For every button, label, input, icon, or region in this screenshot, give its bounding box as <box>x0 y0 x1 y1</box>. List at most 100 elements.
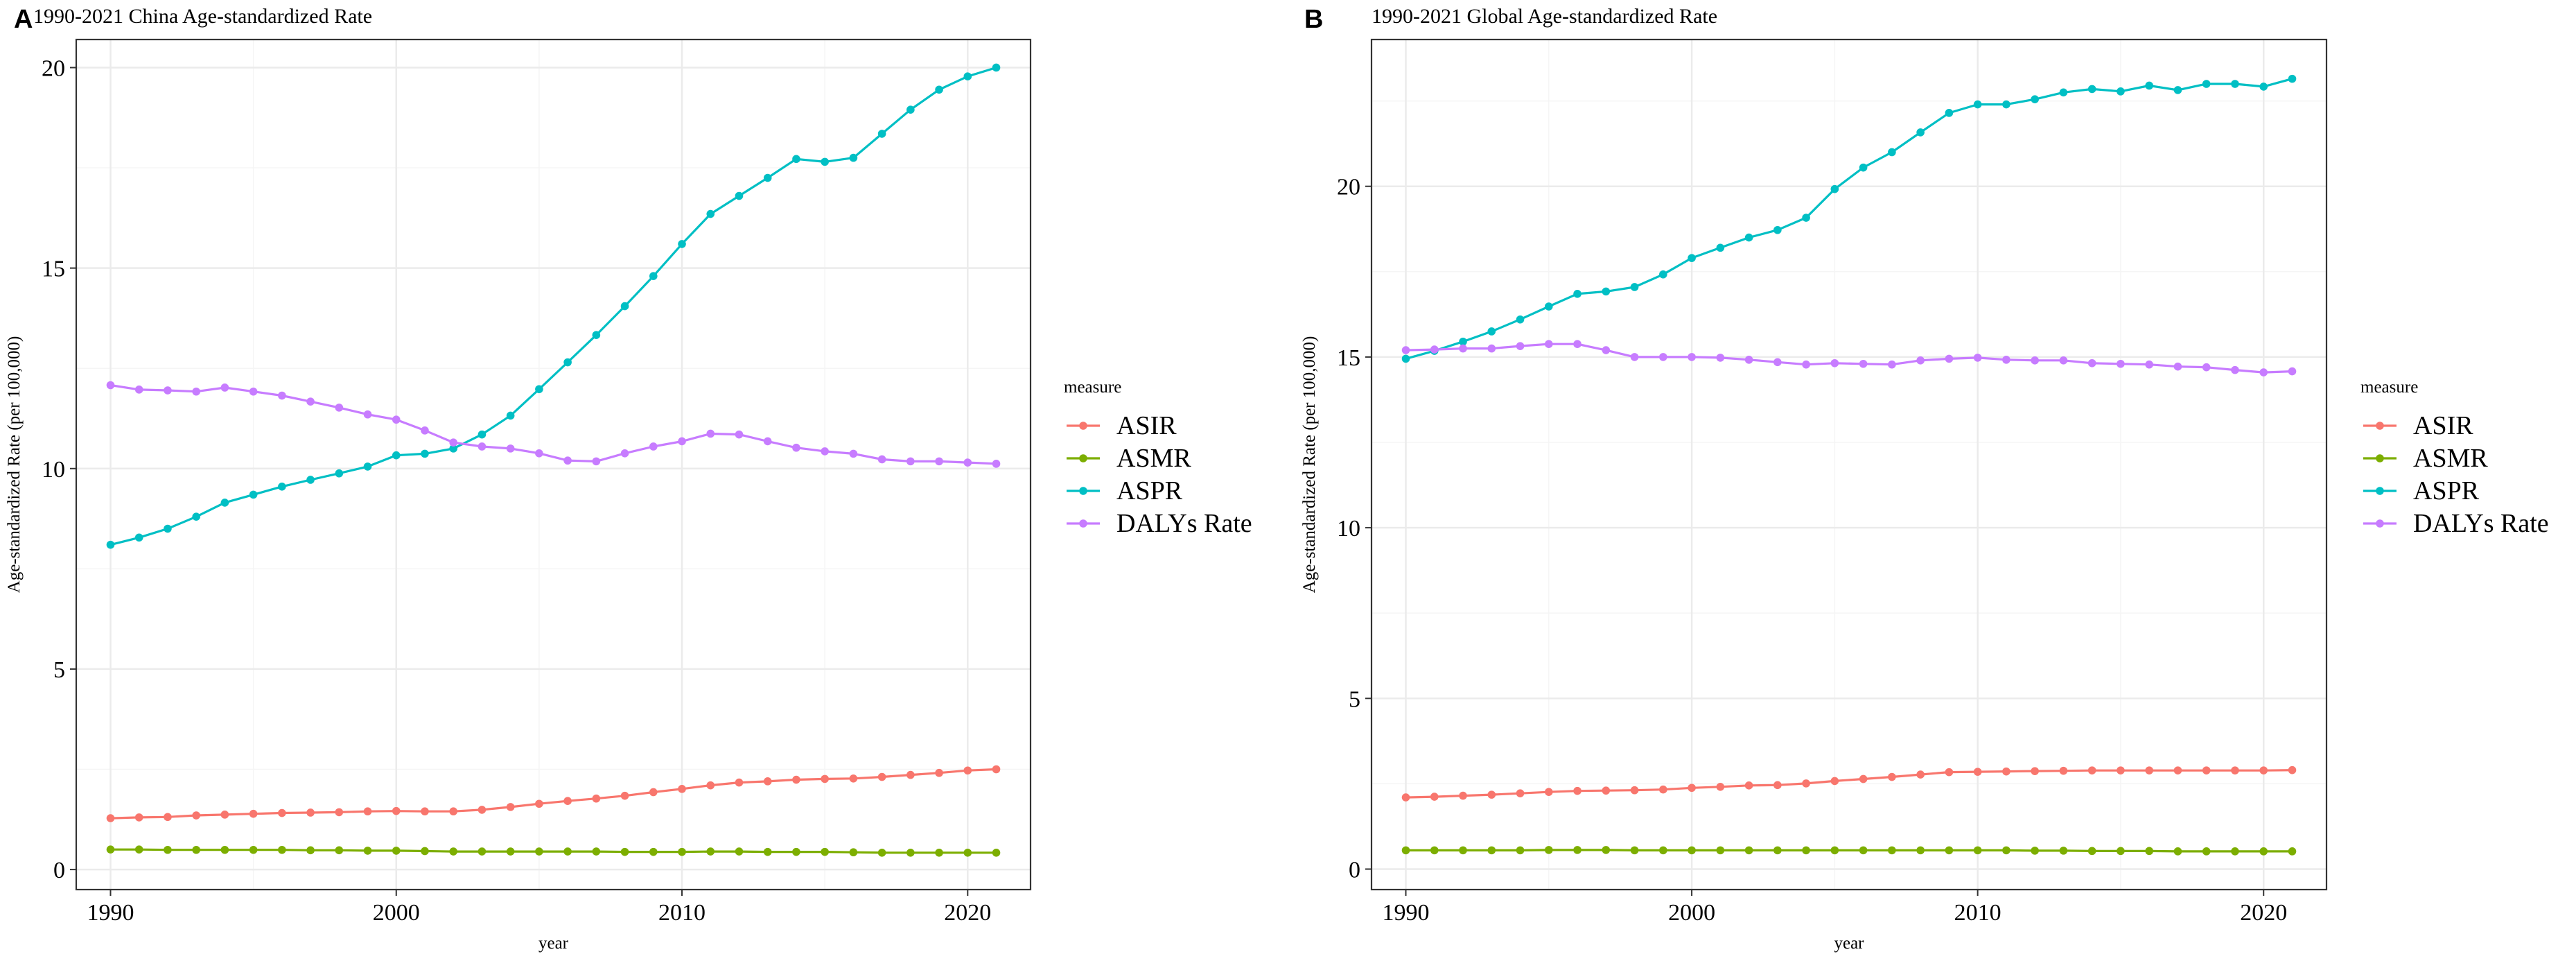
data-point-dalys-rate <box>192 387 200 396</box>
data-point-asir <box>1973 768 1982 776</box>
data-point-dalys-rate <box>792 443 800 452</box>
data-point-dalys-rate <box>1973 354 1982 362</box>
data-point-aspr <box>1688 254 1696 262</box>
plot-background <box>76 40 1031 890</box>
data-point-aspr <box>2059 88 2068 97</box>
legend-item-label: DALYs Rate <box>2413 509 2549 538</box>
data-point-asmr <box>506 847 515 856</box>
chart-title: 1990-2021 Global Age-standardized Rate <box>1372 5 1717 28</box>
data-point-aspr <box>1716 243 1725 252</box>
data-point-asir <box>1487 790 1496 799</box>
data-point-asir <box>2259 766 2268 774</box>
data-point-aspr <box>649 272 658 280</box>
data-point-dalys-rate <box>2202 363 2211 372</box>
data-point-asmr <box>2231 847 2239 856</box>
data-point-dalys-rate <box>363 410 372 419</box>
data-point-asir <box>449 807 458 816</box>
data-point-dalys-rate <box>392 415 401 424</box>
data-point-asmr <box>1888 846 1896 855</box>
series-line-asir <box>1405 769 2293 799</box>
data-point-asmr <box>935 848 943 857</box>
data-point-dalys-rate <box>164 386 172 395</box>
data-point-dalys-rate <box>649 442 658 451</box>
data-point-asmr <box>2202 847 2211 856</box>
data-point-dalys-rate <box>2002 356 2010 364</box>
data-point-asir <box>563 797 572 805</box>
data-point-asir <box>535 799 543 808</box>
data-point-dalys-rate <box>449 438 458 447</box>
data-point-dalys-rate <box>477 442 487 451</box>
data-point-asmr <box>592 847 601 856</box>
data-point-aspr <box>963 72 972 81</box>
data-point-aspr <box>620 302 629 311</box>
data-point-aspr <box>1516 315 1525 324</box>
data-point-asmr <box>2002 846 2010 855</box>
legend-item-label: ASPR <box>2413 476 2480 505</box>
data-point-asmr <box>1487 846 1496 855</box>
data-point-aspr <box>134 533 143 542</box>
x-axis-title: year <box>1834 934 1864 953</box>
data-point-asmr <box>849 848 858 857</box>
data-point-aspr <box>2173 86 2182 94</box>
data-point-aspr <box>906 105 915 114</box>
data-point-asir <box>1688 783 1696 793</box>
data-point-aspr <box>592 331 601 340</box>
legend-item-label: ASPR <box>1116 476 1183 505</box>
data-point-asmr <box>134 845 143 854</box>
data-point-asir <box>2087 766 2096 774</box>
data-point-aspr <box>335 469 344 478</box>
data-point-asmr <box>1830 846 1839 855</box>
data-point-asir <box>1544 788 1553 796</box>
data-point-dalys-rate <box>763 437 772 446</box>
data-point-dalys-rate <box>821 447 829 456</box>
data-point-aspr <box>2288 74 2297 83</box>
data-point-asmr <box>192 845 200 854</box>
x-tick-label: 2010 <box>1954 900 2001 926</box>
data-point-dalys-rate <box>563 456 572 465</box>
data-point-asmr <box>1916 846 1925 855</box>
series-line-aspr <box>110 66 997 546</box>
data-point-asir <box>1630 786 1639 795</box>
data-point-asmr <box>1459 846 1467 855</box>
data-point-dalys-rate <box>1830 358 1839 367</box>
data-point-dalys-rate <box>592 457 601 466</box>
legend-key-point-asir <box>2376 422 2384 430</box>
data-point-asir <box>1516 789 1525 797</box>
data-point-dalys-rate <box>2173 362 2182 371</box>
data-point-dalys-rate <box>1916 356 1925 365</box>
data-point-aspr <box>1830 184 1839 193</box>
data-point-aspr <box>992 63 1001 72</box>
data-point-aspr <box>1802 214 1810 222</box>
y-tick-label: 15 <box>42 257 65 282</box>
data-point-aspr <box>2087 85 2096 94</box>
panel-border <box>75 38 1032 891</box>
data-point-dalys-rate <box>2087 358 2096 367</box>
data-point-aspr <box>192 512 200 521</box>
data-point-asmr <box>249 845 258 854</box>
data-point-dalys-rate <box>877 455 886 464</box>
data-point-asmr <box>877 848 886 857</box>
data-point-dalys-rate <box>2145 360 2154 369</box>
data-point-dalys-rate <box>1602 346 1611 354</box>
data-point-dalys-rate <box>1888 360 1896 369</box>
data-point-asmr <box>706 847 715 856</box>
data-point-aspr <box>563 358 572 367</box>
data-point-asir <box>792 775 800 784</box>
data-point-asmr <box>1516 846 1525 855</box>
data-point-aspr <box>1401 354 1410 363</box>
series-line-dalys-rate <box>1405 343 2293 374</box>
data-point-asmr <box>1430 846 1439 855</box>
data-point-asmr <box>2087 847 2096 856</box>
data-point-aspr <box>1945 109 1954 117</box>
data-point-asir <box>763 777 772 786</box>
data-point-asir <box>821 774 829 783</box>
y-tick-label: 15 <box>1337 345 1360 371</box>
data-point-asir <box>1916 770 1925 779</box>
data-point-dalys-rate <box>735 430 744 439</box>
data-point-asir <box>2145 766 2154 774</box>
data-point-asmr <box>535 847 543 856</box>
data-point-asmr <box>363 847 372 855</box>
data-point-dalys-rate <box>220 383 229 392</box>
data-point-aspr <box>1773 225 1782 234</box>
data-point-asir <box>506 803 515 811</box>
